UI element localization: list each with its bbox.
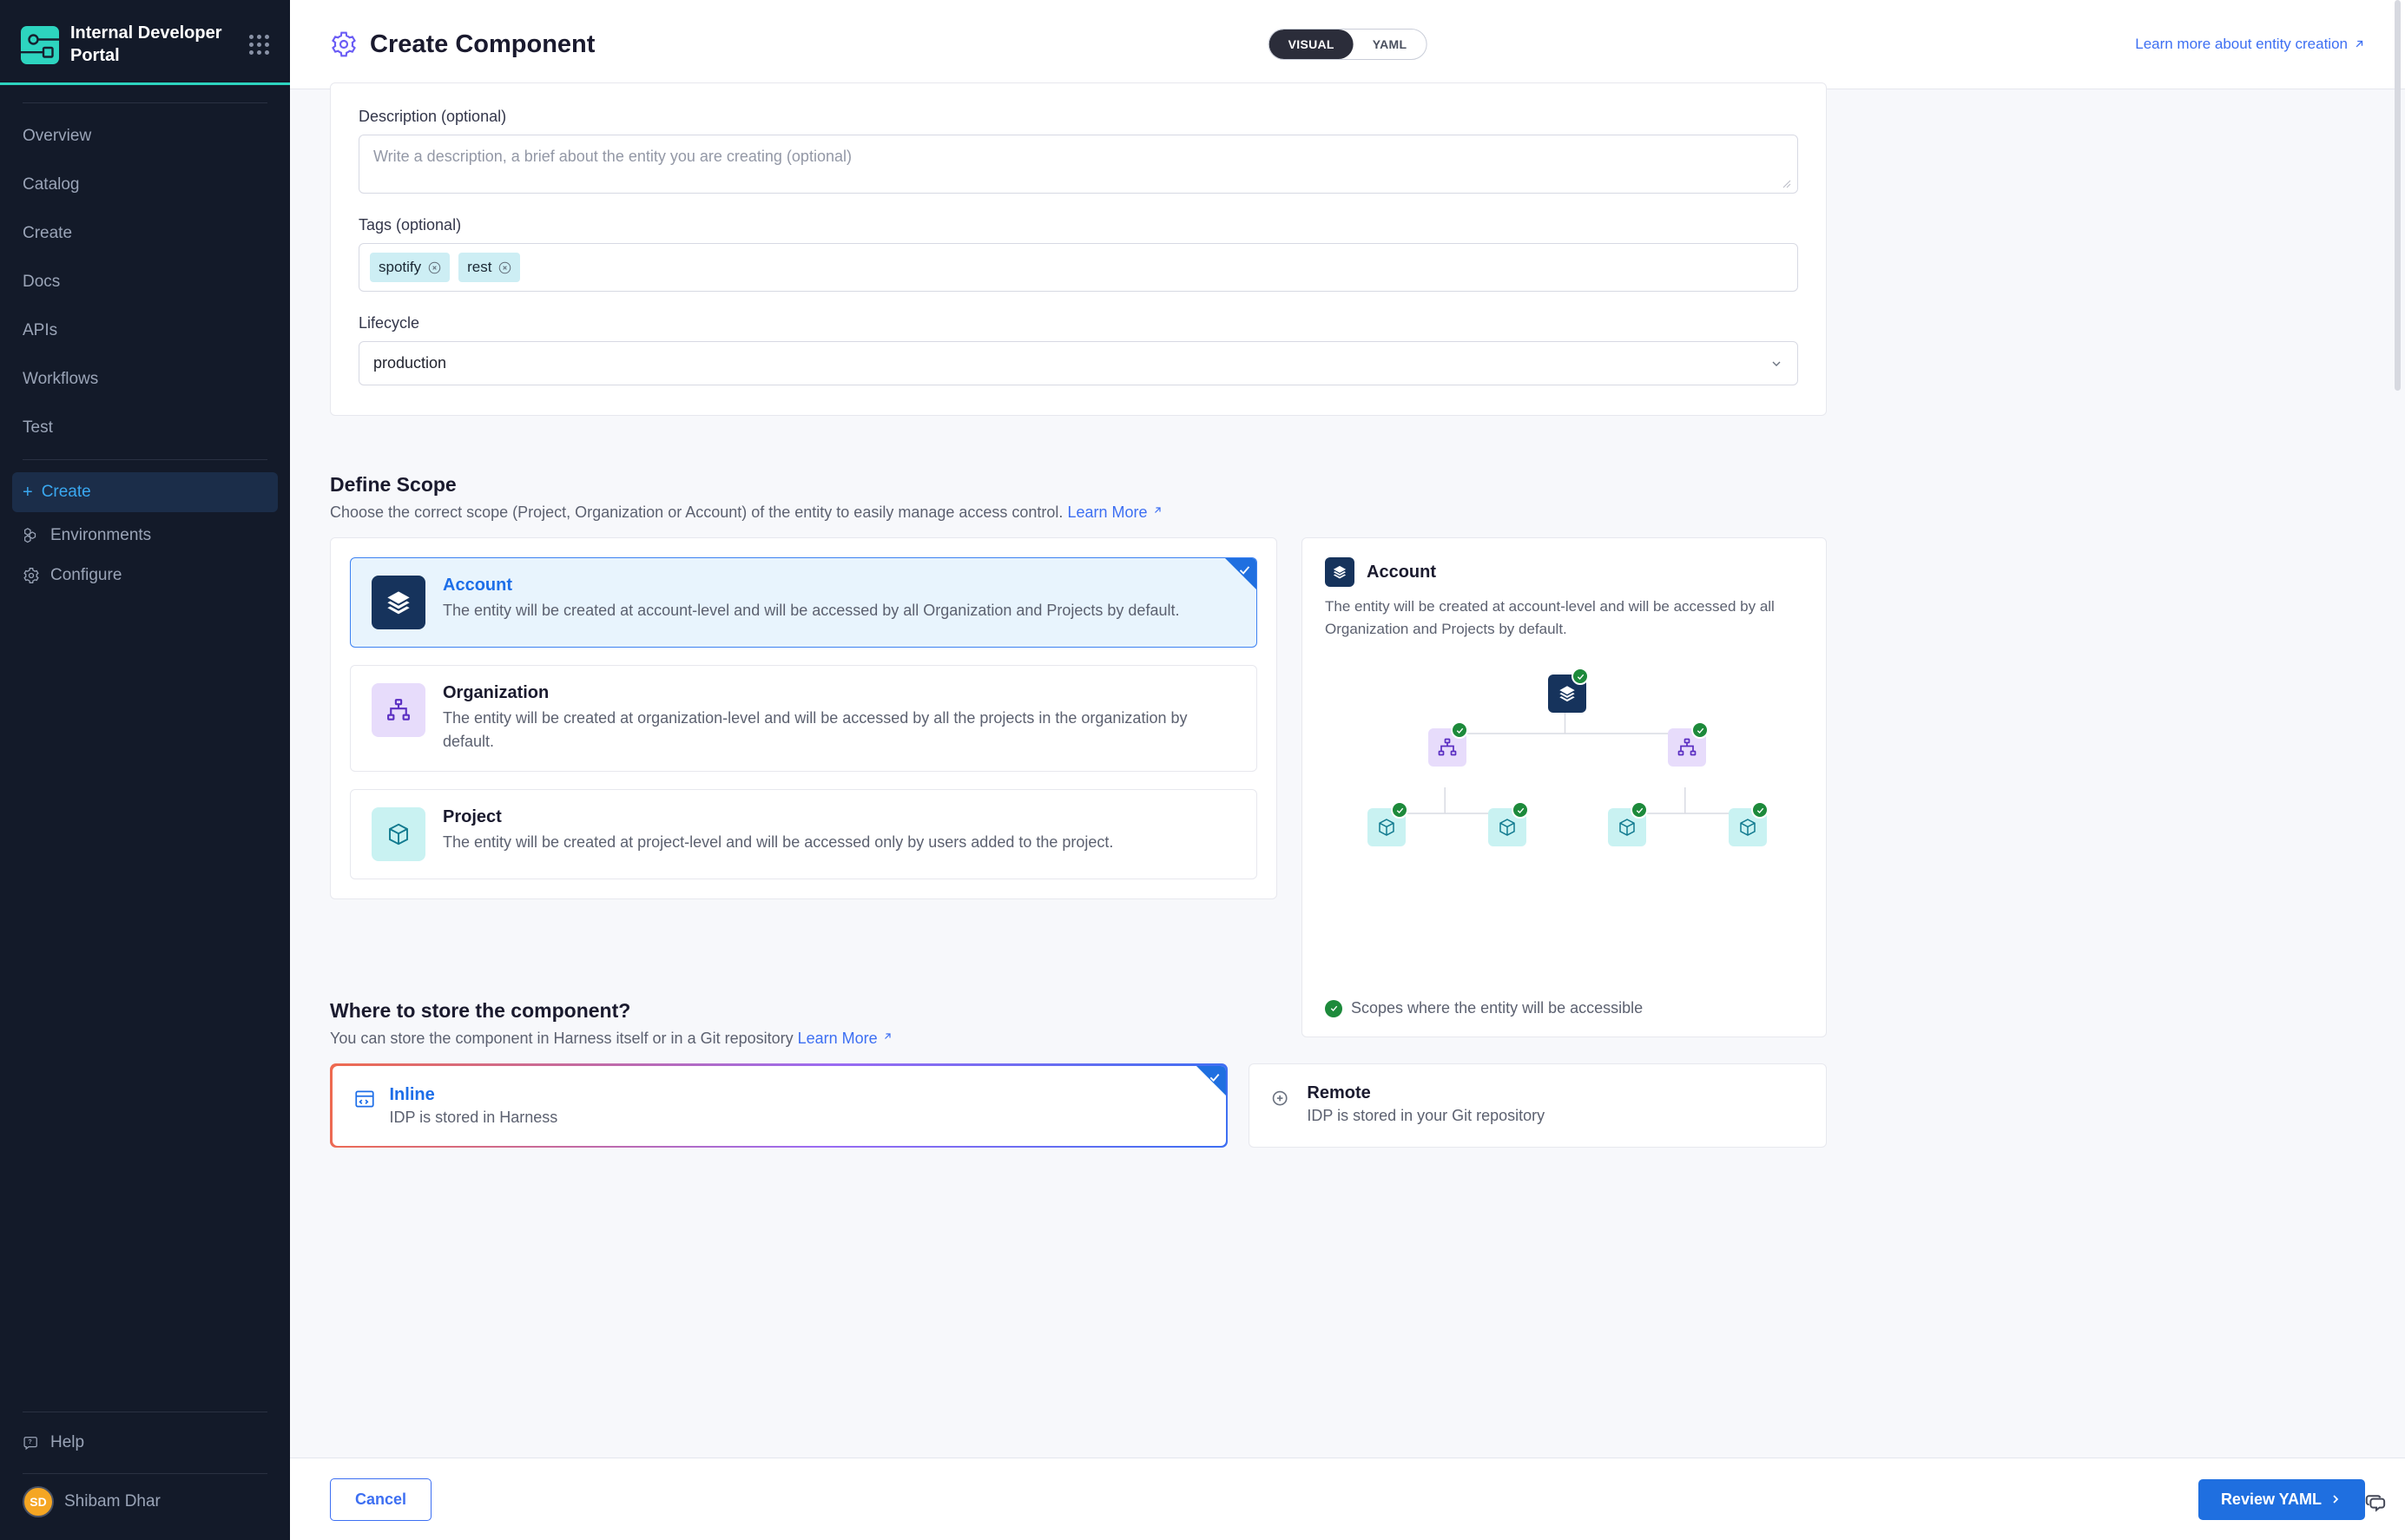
svg-text:?: ? (28, 1438, 31, 1445)
